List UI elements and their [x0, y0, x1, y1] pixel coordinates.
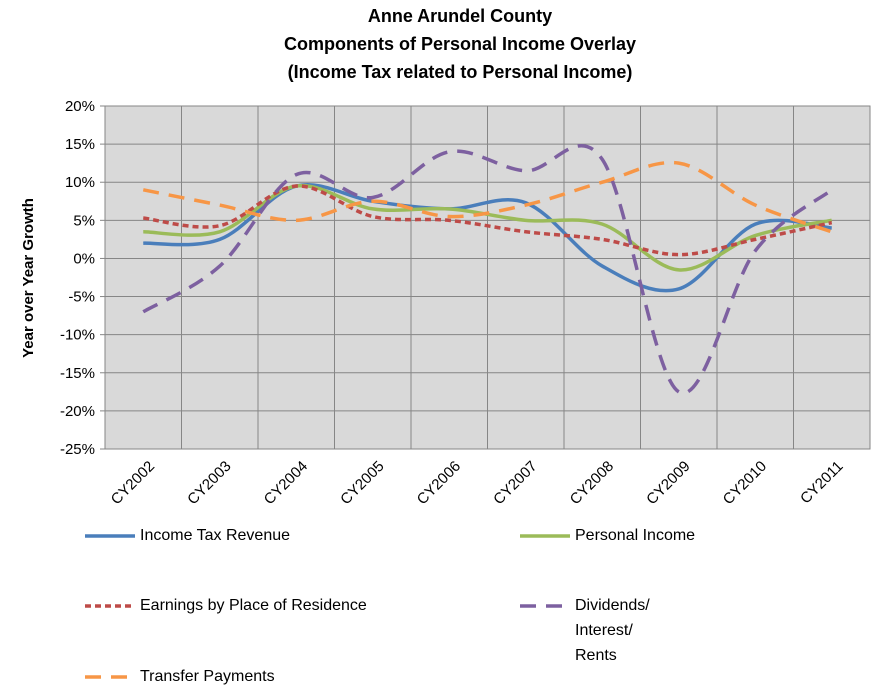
legend-label: Income Tax Revenue [140, 527, 291, 544]
y-tick-label: -20% [60, 403, 95, 420]
x-tick-label: CY2008 [567, 458, 617, 508]
y-tick-label: -5% [68, 289, 95, 306]
x-tick-label: CY2009 [643, 458, 693, 508]
y-axis-label: Year over Year Growth [20, 198, 37, 358]
chart-title: (Income Tax related to Personal Income) [288, 62, 633, 82]
y-tick-label: 15% [65, 136, 95, 153]
x-tick-label: CY2004 [261, 458, 311, 508]
y-tick-label: 0% [73, 250, 95, 267]
y-tick-label: -15% [60, 365, 95, 382]
plot-border [104, 105, 871, 450]
legend-label: Dividends/ Interest/ Rents [575, 597, 650, 664]
chart-title: Components of Personal Income Overlay [284, 34, 636, 54]
legend-label: Personal Income [575, 527, 696, 544]
y-tick-label: 10% [65, 174, 95, 191]
y-tick-label: 20% [65, 98, 95, 115]
x-tick-label: CY2010 [720, 458, 770, 508]
x-tick-label: CY2011 [797, 458, 847, 508]
x-tick-label: CY2003 [184, 458, 234, 508]
chart-title: Anne Arundel County [368, 6, 552, 26]
y-tick-label: -25% [60, 441, 95, 458]
y-tick-label: 5% [73, 212, 95, 229]
series-line [143, 184, 833, 257]
legend-label: Transfer Payments [140, 668, 275, 685]
x-tick-label: CY2005 [337, 458, 387, 508]
x-tick-label: CY2002 [108, 458, 158, 508]
legend-label: Earnings by Place of Residence [140, 597, 367, 614]
x-tick-label: CY2007 [490, 458, 540, 508]
series-line [142, 160, 833, 234]
x-tick-label: CY2006 [414, 458, 464, 508]
y-tick-label: -10% [60, 327, 95, 344]
